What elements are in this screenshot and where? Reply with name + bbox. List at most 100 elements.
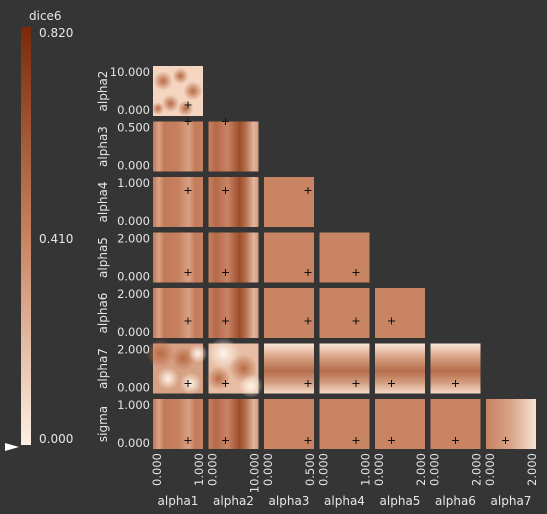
heatmap-cell-fill bbox=[153, 288, 203, 338]
y-axis-label: alpha6 bbox=[96, 293, 110, 334]
x-tick-label: 0.000 bbox=[483, 453, 497, 486]
colorbar-tick-max: 0.820 bbox=[39, 26, 73, 40]
x-axis: 0.000 0.500 alpha3 bbox=[261, 453, 317, 508]
heatmap-cell bbox=[264, 232, 314, 283]
y-axis: 1.000 0.000 alpha4 bbox=[96, 176, 150, 228]
optimum-marker bbox=[184, 118, 192, 125]
heatmap-cell-fill bbox=[375, 288, 425, 338]
y-tick-label: 0.000 bbox=[117, 325, 150, 339]
optimum-marker bbox=[352, 437, 360, 444]
x-tick-label: 10.000 bbox=[248, 453, 262, 493]
heatmap-cell bbox=[375, 288, 425, 338]
colorbar: dice6 0.820 0.410 0.000 bbox=[5, 9, 73, 451]
x-axis-label: alpha2 bbox=[213, 494, 254, 508]
heatmap-cell-fill bbox=[208, 399, 259, 449]
x-tick-label: 2.000 bbox=[470, 453, 484, 486]
optimum-marker bbox=[304, 317, 312, 325]
optimum-marker bbox=[222, 317, 229, 325]
y-tick-label: 1.000 bbox=[117, 398, 150, 412]
heatmap-blob bbox=[206, 366, 231, 391]
y-axis-label: sigma bbox=[96, 406, 110, 442]
heatmap-cell bbox=[153, 399, 203, 449]
heatmap-cell-fill bbox=[153, 399, 203, 449]
heatmap-cell-fill bbox=[264, 399, 314, 449]
optimum-marker bbox=[222, 269, 229, 276]
colorbar-tick-mid: 0.410 bbox=[39, 232, 73, 246]
heatmap-cell bbox=[264, 343, 314, 394]
heatmap-cell bbox=[319, 343, 370, 394]
heatmap-cell bbox=[208, 288, 259, 338]
x-tick-label: 0.000 bbox=[372, 453, 386, 486]
heatmap-cell-fill bbox=[264, 288, 314, 338]
optimum-marker bbox=[352, 317, 360, 325]
optimum-marker bbox=[304, 437, 312, 444]
heatmap-cell bbox=[151, 66, 203, 117]
x-tick-label: 1.000 bbox=[192, 453, 206, 486]
optimum-marker bbox=[184, 380, 192, 387]
optimum-marker bbox=[304, 380, 312, 387]
optimum-marker bbox=[352, 269, 360, 276]
x-axis: 0.000 1.000 alpha4 bbox=[317, 453, 373, 508]
optimum-marker bbox=[502, 437, 509, 444]
x-axis: 0.000 1.000 alpha1 bbox=[150, 453, 206, 508]
y-axis: 1.000 0.000 sigma bbox=[96, 398, 150, 450]
x-axis-label: alpha1 bbox=[158, 494, 199, 508]
y-tick-label: 0.000 bbox=[117, 381, 150, 395]
heatmap-blob bbox=[161, 94, 180, 113]
optimum-marker bbox=[452, 437, 459, 444]
heatmap-cell-fill bbox=[153, 121, 203, 172]
heatmap-cell bbox=[319, 399, 370, 449]
optimum-marker bbox=[352, 380, 360, 387]
heatmap-cell-fill bbox=[319, 288, 370, 338]
optimum-marker bbox=[304, 187, 312, 194]
x-axis-label: alpha6 bbox=[435, 494, 476, 508]
heatmap-cell-fill bbox=[208, 177, 259, 227]
heatmap-cell bbox=[153, 118, 203, 172]
y-tick-label: 2.000 bbox=[117, 232, 150, 246]
optimum-marker bbox=[184, 269, 192, 276]
colorbar-gradient bbox=[21, 27, 31, 445]
heatmap-cell-fill bbox=[153, 232, 203, 283]
optimum-marker bbox=[184, 437, 192, 444]
heatmap-cell bbox=[264, 177, 314, 227]
x-axis: 0.000 2.000 alpha5 bbox=[372, 453, 428, 508]
heatmap-blob bbox=[153, 71, 173, 91]
y-tick-label: 10.000 bbox=[110, 65, 150, 79]
optimum-marker bbox=[184, 317, 192, 325]
x-axis-label: alpha7 bbox=[491, 494, 532, 508]
x-axis-label: alpha3 bbox=[269, 494, 310, 508]
y-axis-label: alpha2 bbox=[96, 71, 110, 112]
optimum-marker bbox=[388, 380, 395, 387]
y-axis: 2.000 0.000 alpha6 bbox=[96, 287, 150, 339]
optimum-marker bbox=[184, 101, 192, 109]
heatmap-cell-fill bbox=[153, 177, 203, 227]
y-tick-label: 0.000 bbox=[117, 159, 150, 173]
y-axis: 0.500 0.000 alpha3 bbox=[96, 121, 150, 173]
heatmap-cell bbox=[430, 343, 481, 394]
x-tick-label: 0.500 bbox=[303, 453, 317, 486]
heatmap-cell bbox=[430, 399, 481, 449]
heatmap-cell-fill bbox=[264, 343, 314, 394]
x-axis-label: alpha5 bbox=[380, 494, 421, 508]
optimum-marker bbox=[222, 187, 229, 194]
colorbar-marker bbox=[5, 443, 19, 451]
y-axis: 2.000 0.000 alpha5 bbox=[96, 232, 150, 284]
heatmap-cell bbox=[208, 118, 259, 172]
heatmap-cell-fill bbox=[264, 232, 314, 283]
y-tick-label: 0.000 bbox=[117, 270, 150, 284]
x-tick-label: 2.000 bbox=[525, 453, 539, 486]
y-tick-label: 0.000 bbox=[117, 436, 150, 450]
x-axis: 0.000 2.000 alpha6 bbox=[428, 453, 484, 508]
heatmap-cell bbox=[319, 288, 370, 338]
heatmap-cell-fill bbox=[208, 232, 259, 283]
x-tick-label: 2.000 bbox=[414, 453, 428, 486]
heatmap-cell-fill bbox=[208, 288, 259, 338]
optimum-marker bbox=[388, 317, 395, 325]
x-tick-label: 0.000 bbox=[206, 453, 220, 486]
y-axis: 10.000 0.000 alpha2 bbox=[96, 65, 150, 117]
y-tick-label: 0.000 bbox=[117, 214, 150, 228]
heatmap-blob bbox=[188, 343, 208, 364]
heatmap-cell-fill bbox=[375, 343, 425, 394]
